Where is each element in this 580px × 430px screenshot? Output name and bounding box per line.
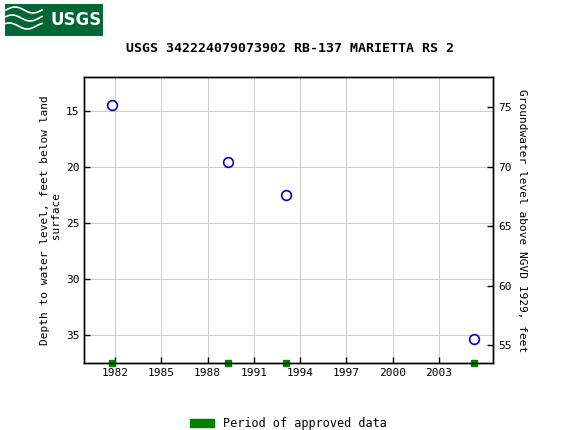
- Text: USGS: USGS: [50, 11, 102, 29]
- Legend: Period of approved data: Period of approved data: [186, 412, 392, 430]
- Bar: [4, 3, 104, 37]
- Text: USGS 342224079073902 RB-137 MARIETTA RS 2: USGS 342224079073902 RB-137 MARIETTA RS …: [126, 42, 454, 55]
- Y-axis label: Depth to water level, feet below land
 surface: Depth to water level, feet below land su…: [40, 95, 61, 345]
- Y-axis label: Groundwater level above NGVD 1929, feet: Groundwater level above NGVD 1929, feet: [517, 89, 527, 352]
